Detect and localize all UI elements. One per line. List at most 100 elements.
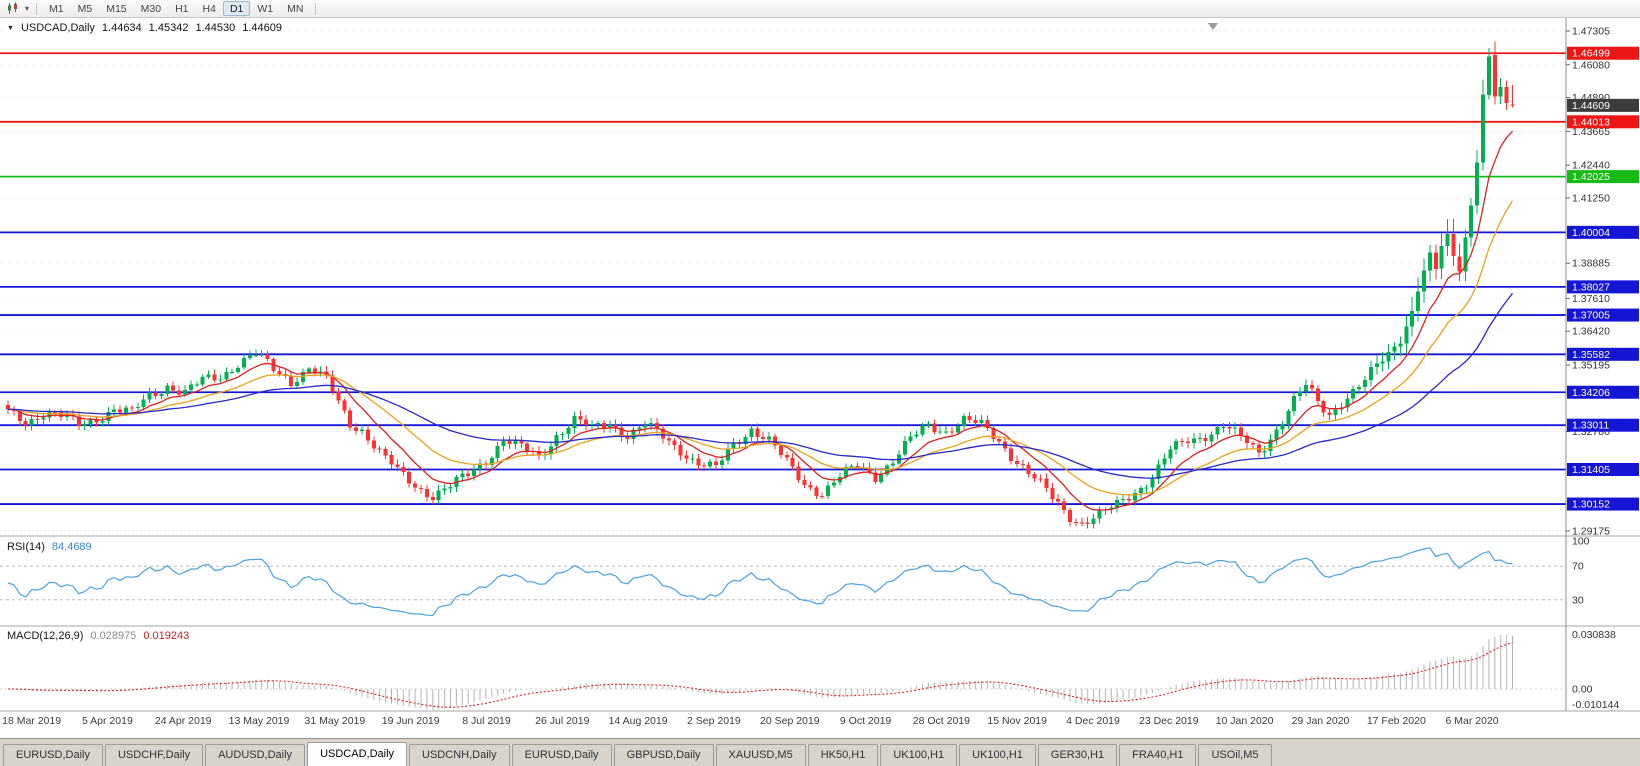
timeframe-h1[interactable]: H1 bbox=[175, 3, 189, 15]
svg-text:1.46499: 1.46499 bbox=[1572, 48, 1610, 60]
timeframe-m15[interactable]: M15 bbox=[106, 3, 127, 15]
chart-shift-marker[interactable] bbox=[1208, 23, 1218, 30]
chart-candles-icon[interactable] bbox=[4, 2, 23, 15]
svg-text:1.43665: 1.43665 bbox=[1572, 126, 1610, 138]
svg-text:6 Mar 2020: 6 Mar 2020 bbox=[1446, 715, 1499, 727]
svg-text:31 May 2019: 31 May 2019 bbox=[305, 715, 366, 727]
svg-text:1.29175: 1.29175 bbox=[1572, 526, 1610, 538]
chart-symbol-period: USDCAD,Daily bbox=[20, 22, 95, 34]
chart-tab-4-usdcnh-daily[interactable]: USDCNH,Daily bbox=[409, 744, 510, 766]
macd-signal-value: 0.019243 bbox=[143, 630, 190, 642]
rsi-pane bbox=[0, 547, 1566, 617]
svg-text:1.31405: 1.31405 bbox=[1572, 464, 1610, 476]
svg-text:1.41250: 1.41250 bbox=[1572, 192, 1610, 204]
timeframe-d1[interactable]: D1 bbox=[222, 1, 251, 16]
svg-text:70: 70 bbox=[1572, 561, 1584, 573]
timeframe-mn[interactable]: MN bbox=[287, 3, 304, 15]
chart-tab-11-ger30-h1[interactable]: GER30,H1 bbox=[1037, 744, 1118, 766]
toolbar-separator bbox=[315, 2, 317, 15]
horizontal-level-lines[interactable] bbox=[0, 52, 1566, 505]
svg-text:1.37005: 1.37005 bbox=[1572, 310, 1610, 322]
chart-tab-0-eurusd-daily[interactable]: EURUSD,Daily bbox=[3, 744, 103, 766]
svg-text:1.47305: 1.47305 bbox=[1572, 26, 1610, 38]
svg-text:23 Dec 2019: 23 Dec 2019 bbox=[1139, 715, 1199, 727]
date-axis[interactable]: 18 Mar 2019 5 Apr 2019 24 Apr 2019 13 May 2… bbox=[2, 715, 1499, 727]
toolbar: ▾ M1 M5 M15 M30 H1 H4 D1 W1 MN bbox=[0, 0, 1640, 18]
timeframe-w1[interactable]: W1 bbox=[257, 3, 274, 15]
chart-ohlc-header: ▼ USDCAD,Daily 1.44634 1.45342 1.44530 1… bbox=[7, 22, 282, 34]
ohlc-close: 1.44609 bbox=[242, 22, 282, 34]
chart-tabs: EURUSD,Daily USDCHF,Daily AUDUSD,Daily USDC… bbox=[0, 738, 1640, 766]
svg-text:29 Jan 2020: 29 Jan 2020 bbox=[1292, 715, 1350, 727]
chart-tab-5-eurusd-daily[interactable]: EURUSD,Daily bbox=[511, 744, 612, 766]
price-axis[interactable]: 1.473051.460801.448901.436651.424401.412… bbox=[1565, 18, 1619, 711]
svg-text:8 Jul 2019: 8 Jul 2019 bbox=[462, 715, 511, 727]
svg-text:0.00: 0.00 bbox=[1572, 684, 1593, 696]
chart-tab-7-xauusd-m5[interactable]: XAUUSD,M5 bbox=[715, 744, 806, 766]
svg-text:-0.010144: -0.010144 bbox=[1572, 699, 1619, 711]
chart-tab-8-hk50-h1[interactable]: HK50,H1 bbox=[807, 744, 879, 766]
svg-text:1.35195: 1.35195 bbox=[1572, 359, 1610, 371]
svg-text:1.44013: 1.44013 bbox=[1572, 116, 1610, 128]
timeframe-group: M1 M5 M15 M30 H1 H4 D1 W1 MN bbox=[42, 1, 310, 16]
chart-tab-2-audusd-daily[interactable]: AUDUSD,Daily bbox=[205, 744, 306, 766]
svg-text:4 Dec 2019: 4 Dec 2019 bbox=[1066, 715, 1120, 727]
chart-tab-9-uk100-h1[interactable]: UK100,H1 bbox=[880, 744, 958, 766]
svg-text:13 May 2019: 13 May 2019 bbox=[229, 715, 290, 727]
svg-text:1.30152: 1.30152 bbox=[1572, 499, 1610, 511]
svg-text:24 Apr 2019: 24 Apr 2019 bbox=[155, 715, 212, 727]
svg-text:17 Feb 2020: 17 Feb 2020 bbox=[1367, 715, 1426, 727]
svg-text:14 Aug 2019: 14 Aug 2019 bbox=[609, 715, 668, 727]
chart-tab-3-usdcad-daily[interactable]: USDCAD,Daily bbox=[307, 742, 408, 766]
price-grid bbox=[0, 30, 1566, 532]
ohlc-low: 1.44530 bbox=[195, 22, 236, 34]
level-price-labels: 1.46499 1.44013 1.42025 1.40004 1.38027 1.370… bbox=[1567, 46, 1639, 511]
svg-text:1.42440: 1.42440 bbox=[1572, 160, 1610, 172]
ohlc-open: 1.44634 bbox=[101, 22, 142, 34]
chart-tab-13-usoil-m5[interactable]: USOil,M5 bbox=[1198, 744, 1272, 766]
svg-text:0.030838: 0.030838 bbox=[1572, 629, 1616, 641]
chart-tab-10-uk100-h1[interactable]: UK100,H1 bbox=[959, 744, 1036, 766]
svg-text:19 Jun 2019: 19 Jun 2019 bbox=[382, 715, 440, 727]
rsi-header: RSI(14) 84.4689 bbox=[7, 541, 92, 553]
svg-text:1.37610: 1.37610 bbox=[1572, 293, 1610, 305]
svg-text:1.46080: 1.46080 bbox=[1572, 59, 1610, 71]
svg-text:28 Oct 2019: 28 Oct 2019 bbox=[913, 715, 970, 727]
chart-tab-1-usdchf-daily[interactable]: USDCHF,Daily bbox=[104, 744, 204, 766]
svg-text:1.33011: 1.33011 bbox=[1572, 420, 1609, 432]
svg-text:1.38027: 1.38027 bbox=[1572, 281, 1610, 293]
pane-separators[interactable] bbox=[0, 535, 1640, 712]
svg-text:15 Nov 2019: 15 Nov 2019 bbox=[987, 715, 1047, 727]
chart-canvas[interactable]: 1.473051.460801.448901.436651.424401.412… bbox=[0, 18, 1640, 738]
svg-text:26 Jul 2019: 26 Jul 2019 bbox=[535, 715, 589, 727]
chart-tab-6-gbpusd-daily[interactable]: GBPUSD,Daily bbox=[613, 744, 714, 766]
timeframe-h4[interactable]: H4 bbox=[202, 3, 216, 15]
timeframe-m30[interactable]: M30 bbox=[140, 3, 162, 15]
svg-text:5 Apr 2019: 5 Apr 2019 bbox=[82, 715, 133, 727]
svg-text:1.38885: 1.38885 bbox=[1572, 258, 1610, 270]
chart-menu-caret-icon[interactable]: ▾ bbox=[25, 4, 30, 13]
svg-text:1.36420: 1.36420 bbox=[1572, 326, 1610, 338]
svg-text:100: 100 bbox=[1572, 536, 1590, 548]
macd-title: MACD(12,26,9) bbox=[7, 630, 84, 642]
svg-text:9 Oct 2019: 9 Oct 2019 bbox=[840, 715, 892, 727]
svg-text:1.40004: 1.40004 bbox=[1572, 227, 1610, 239]
svg-text:10 Jan 2020: 10 Jan 2020 bbox=[1216, 715, 1274, 727]
macd-header: MACD(12,26,9) 0.028975 0.019243 bbox=[7, 630, 189, 642]
svg-text:1.44609: 1.44609 bbox=[1572, 100, 1610, 112]
svg-text:30: 30 bbox=[1572, 594, 1584, 606]
macd-pane bbox=[0, 635, 1566, 710]
moving-average-lines bbox=[7, 130, 1514, 511]
ohlc-collapse-icon[interactable]: ▼ bbox=[7, 25, 14, 32]
chart-tab-12-fra40-h1[interactable]: FRA40,H1 bbox=[1119, 744, 1197, 766]
svg-text:1.35582: 1.35582 bbox=[1572, 349, 1610, 361]
rsi-value: 84.4689 bbox=[51, 541, 92, 553]
current-price-label: 1.44609 bbox=[1567, 98, 1639, 112]
svg-text:1.42025: 1.42025 bbox=[1572, 171, 1610, 183]
svg-text:20 Sep 2019: 20 Sep 2019 bbox=[760, 715, 820, 727]
timeframe-m1[interactable]: M1 bbox=[49, 3, 64, 15]
svg-text:18 Mar 2019: 18 Mar 2019 bbox=[2, 715, 61, 727]
timeframe-m5[interactable]: M5 bbox=[77, 3, 93, 15]
toolbar-separator bbox=[36, 2, 38, 15]
